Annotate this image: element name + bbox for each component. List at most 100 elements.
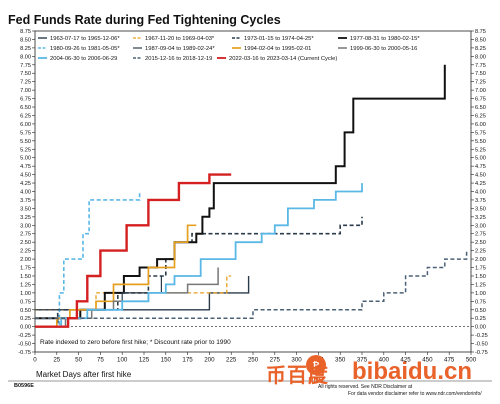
ndr-logo-icon: ₿ NDR bbox=[306, 355, 326, 384]
y-tick-label: 1.25 bbox=[20, 282, 31, 288]
y-tick-label-right: 1.25 bbox=[475, 282, 486, 288]
y-tick-label: 3.25 bbox=[20, 215, 31, 221]
series-line-9 bbox=[35, 183, 363, 328]
y-tick-label: 0.50 bbox=[20, 308, 31, 314]
y-tick-label: 2.75 bbox=[20, 232, 31, 238]
y-tick-label: 3.50 bbox=[20, 206, 31, 212]
x-tick-label: 300 bbox=[291, 357, 302, 364]
legend-label: 1967-11-20 to 1969-04-03* bbox=[145, 36, 215, 42]
legend-item-background bbox=[36, 33, 128, 41]
y-tick-label-right: 2.25 bbox=[475, 249, 486, 255]
y-tick-label-right: 0.50 bbox=[475, 308, 486, 314]
x-tick-label: 150 bbox=[161, 357, 172, 364]
y-tick-label: 2.00 bbox=[20, 257, 31, 263]
y-tick-label: 5.00 bbox=[20, 156, 31, 162]
y-tick-label-right: 7.25 bbox=[475, 80, 486, 86]
legend-item-background bbox=[131, 43, 223, 51]
x-axis-label: Market Days after first hike bbox=[36, 370, 132, 379]
legend-item: 1963-07-17 to 1965-12-06* bbox=[36, 33, 128, 42]
y-tick-label: 1.75 bbox=[20, 266, 31, 272]
y-tick-label: 0.25 bbox=[20, 316, 31, 322]
x-tick-label: 125 bbox=[139, 357, 150, 364]
legend-label: 1987-09-04 to 1989-02-24* bbox=[145, 46, 215, 52]
y-tick-label: 4.25 bbox=[20, 181, 31, 187]
legend-label: 1963-07-17 to 1965-12-06* bbox=[50, 36, 120, 42]
y-tick-label-right: 6.75 bbox=[475, 97, 486, 103]
y-tick-label: 0.00 bbox=[20, 325, 31, 331]
y-tick-label-right: 4.75 bbox=[475, 164, 486, 170]
y-tick-label-right: 4.25 bbox=[475, 181, 486, 187]
legend-label: 1980-09-26 to 1981-05-05* bbox=[50, 46, 120, 52]
y-tick-label: 6.50 bbox=[20, 105, 31, 111]
y-tick-label: 5.50 bbox=[20, 139, 31, 145]
y-tick-label: 7.00 bbox=[20, 88, 31, 94]
y-tick-label: 4.75 bbox=[20, 164, 31, 170]
y-tick-label-right: 7.00 bbox=[475, 88, 486, 94]
x-tick-label: 0 bbox=[33, 357, 37, 364]
legend-item-background bbox=[215, 53, 363, 61]
legend-label: 2004-06-30 to 2006-06-29 bbox=[50, 56, 117, 62]
series-line-11 bbox=[35, 173, 232, 328]
y-tick-label-right: 8.75 bbox=[475, 29, 486, 35]
note-text: Rate indexed to zero before first hike; … bbox=[40, 339, 231, 346]
y-tick-label-right: 5.50 bbox=[475, 139, 486, 145]
y-axis-left-ticks: -0.75 -0.50 -0.25 0.00 0.25 0.50 0.75 1.00 1.25 1… bbox=[18, 29, 35, 356]
legend-item: 2022-03-16 to 2023-03-14 (Current Cycle) bbox=[215, 53, 363, 62]
legend-item-background bbox=[230, 43, 322, 51]
x-tick-label: 375 bbox=[357, 357, 368, 364]
y-tick-label: 7.75 bbox=[20, 63, 31, 69]
logo-text: NDR bbox=[308, 377, 323, 384]
y-tick-label: -0.50 bbox=[18, 342, 31, 348]
y-tick-label-right: 8.50 bbox=[475, 37, 486, 43]
watermark-url: bibaidu.cn bbox=[352, 358, 472, 385]
y-tick-label-right: 1.50 bbox=[475, 274, 486, 280]
legend-item: 1967-11-20 to 1969-04-03* bbox=[131, 33, 223, 42]
x-tick-label: 250 bbox=[248, 357, 259, 364]
note-background bbox=[37, 335, 285, 347]
y-tick-label: 8.50 bbox=[20, 37, 31, 43]
y-tick-label: -0.25 bbox=[18, 333, 31, 339]
y-tick-label-right: -0.25 bbox=[475, 333, 488, 339]
y-tick-label: 1.00 bbox=[20, 291, 31, 297]
y-tick-label-right: 5.25 bbox=[475, 147, 486, 153]
legend-label: 1994-02-04 to 1995-02-01 bbox=[244, 46, 311, 52]
y-tick-label: 2.50 bbox=[20, 240, 31, 246]
legend-item-background bbox=[230, 33, 322, 41]
svg-text:₿: ₿ bbox=[312, 361, 319, 371]
y-tick-label: 5.75 bbox=[20, 130, 31, 136]
y-tick-label: 7.50 bbox=[20, 71, 31, 77]
y-tick-label: 8.00 bbox=[20, 54, 31, 60]
x-tick-label: 200 bbox=[204, 357, 215, 364]
y-tick-label-right: 2.00 bbox=[475, 257, 486, 263]
legend-item-background bbox=[336, 43, 428, 51]
y-tick-label: 3.00 bbox=[20, 223, 31, 229]
y-tick-label-right: 1.75 bbox=[475, 266, 486, 272]
legend-item: 1973-01-15 to 1974-04-25* bbox=[230, 33, 322, 42]
y-tick-label-right: 3.75 bbox=[475, 198, 486, 204]
x-tick-label: 450 bbox=[422, 357, 433, 364]
y-tick-label: 5.25 bbox=[20, 147, 31, 153]
x-tick-label: 25 bbox=[53, 357, 60, 364]
y-tick-label: 8.75 bbox=[20, 29, 31, 35]
x-axis-ticks: 0255075100125150175200225250275300325350… bbox=[33, 352, 477, 364]
y-tick-label: 1.50 bbox=[20, 274, 31, 280]
legend-item-background bbox=[36, 53, 128, 61]
x-tick-label: 275 bbox=[270, 357, 281, 364]
y-tick-label-right: 3.25 bbox=[475, 215, 486, 221]
y-tick-label-right: 6.00 bbox=[475, 122, 486, 128]
y-tick-label-right: 8.00 bbox=[475, 54, 486, 60]
y-tick-label: 4.50 bbox=[20, 173, 31, 179]
y-tick-label-right: 4.00 bbox=[475, 190, 486, 196]
y-tick-label-right: 4.50 bbox=[475, 173, 486, 179]
y-tick-label-right: 3.50 bbox=[475, 206, 486, 212]
watermark-cn: 币百度 bbox=[266, 363, 329, 387]
legend-item-background bbox=[336, 33, 428, 41]
x-tick-label: 475 bbox=[444, 357, 455, 364]
legend: 1963-07-17 to 1965-12-06* 1967-11-20 to 1… bbox=[36, 33, 428, 62]
y-tick-label-right: 0.75 bbox=[475, 299, 486, 305]
legend-label: 2022-03-16 to 2023-03-14 (Current Cycle) bbox=[229, 56, 337, 62]
series-group bbox=[35, 64, 468, 328]
legend-item: 1987-09-04 to 1989-02-24* bbox=[131, 43, 223, 52]
series-line-5 bbox=[35, 191, 141, 328]
